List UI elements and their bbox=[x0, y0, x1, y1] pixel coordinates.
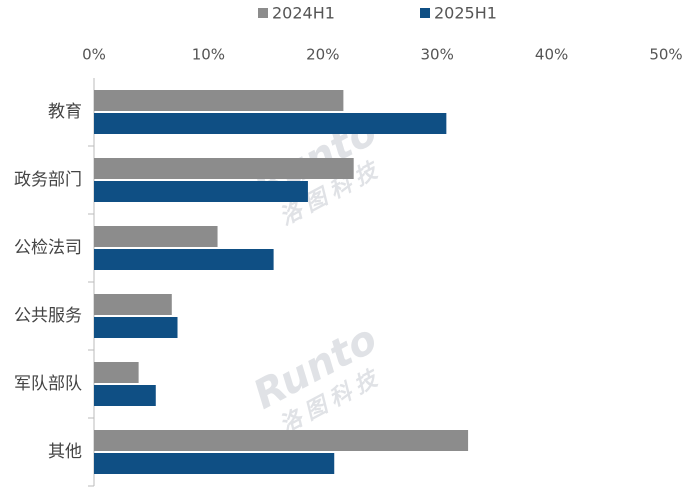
x-tick-label: 0% bbox=[82, 46, 106, 64]
y-tick-label: 其他 bbox=[48, 442, 82, 462]
y-tick-label: 军队部队 bbox=[14, 374, 82, 394]
y-tick-label: 公共服务 bbox=[14, 306, 82, 326]
watermark: Runto 洛图科技 bbox=[246, 316, 386, 439]
bar bbox=[94, 113, 447, 134]
bar bbox=[94, 317, 178, 338]
bar bbox=[94, 430, 469, 451]
x-tick-label: 30% bbox=[421, 46, 454, 64]
y-tick-label: 政务部门 bbox=[14, 170, 82, 190]
legend-label: 2024H1 bbox=[272, 4, 335, 23]
bar bbox=[94, 453, 335, 474]
legend-swatch bbox=[420, 8, 430, 18]
bar bbox=[94, 181, 308, 202]
bar bbox=[94, 385, 156, 406]
x-tick-label: 50% bbox=[649, 46, 682, 64]
bar bbox=[94, 249, 274, 270]
legend-swatch bbox=[258, 8, 268, 18]
legend-label: 2025H1 bbox=[434, 4, 497, 23]
bar bbox=[94, 90, 344, 111]
x-tick-label: 20% bbox=[306, 46, 339, 64]
bar bbox=[94, 294, 172, 315]
bar bbox=[94, 226, 218, 247]
x-tick-label: 10% bbox=[192, 46, 225, 64]
bar bbox=[94, 362, 139, 383]
y-tick-label: 教育 bbox=[48, 102, 82, 122]
y-tick-label: 公检法司 bbox=[14, 238, 82, 258]
bar bbox=[94, 158, 354, 179]
x-tick-label: 40% bbox=[535, 46, 568, 64]
